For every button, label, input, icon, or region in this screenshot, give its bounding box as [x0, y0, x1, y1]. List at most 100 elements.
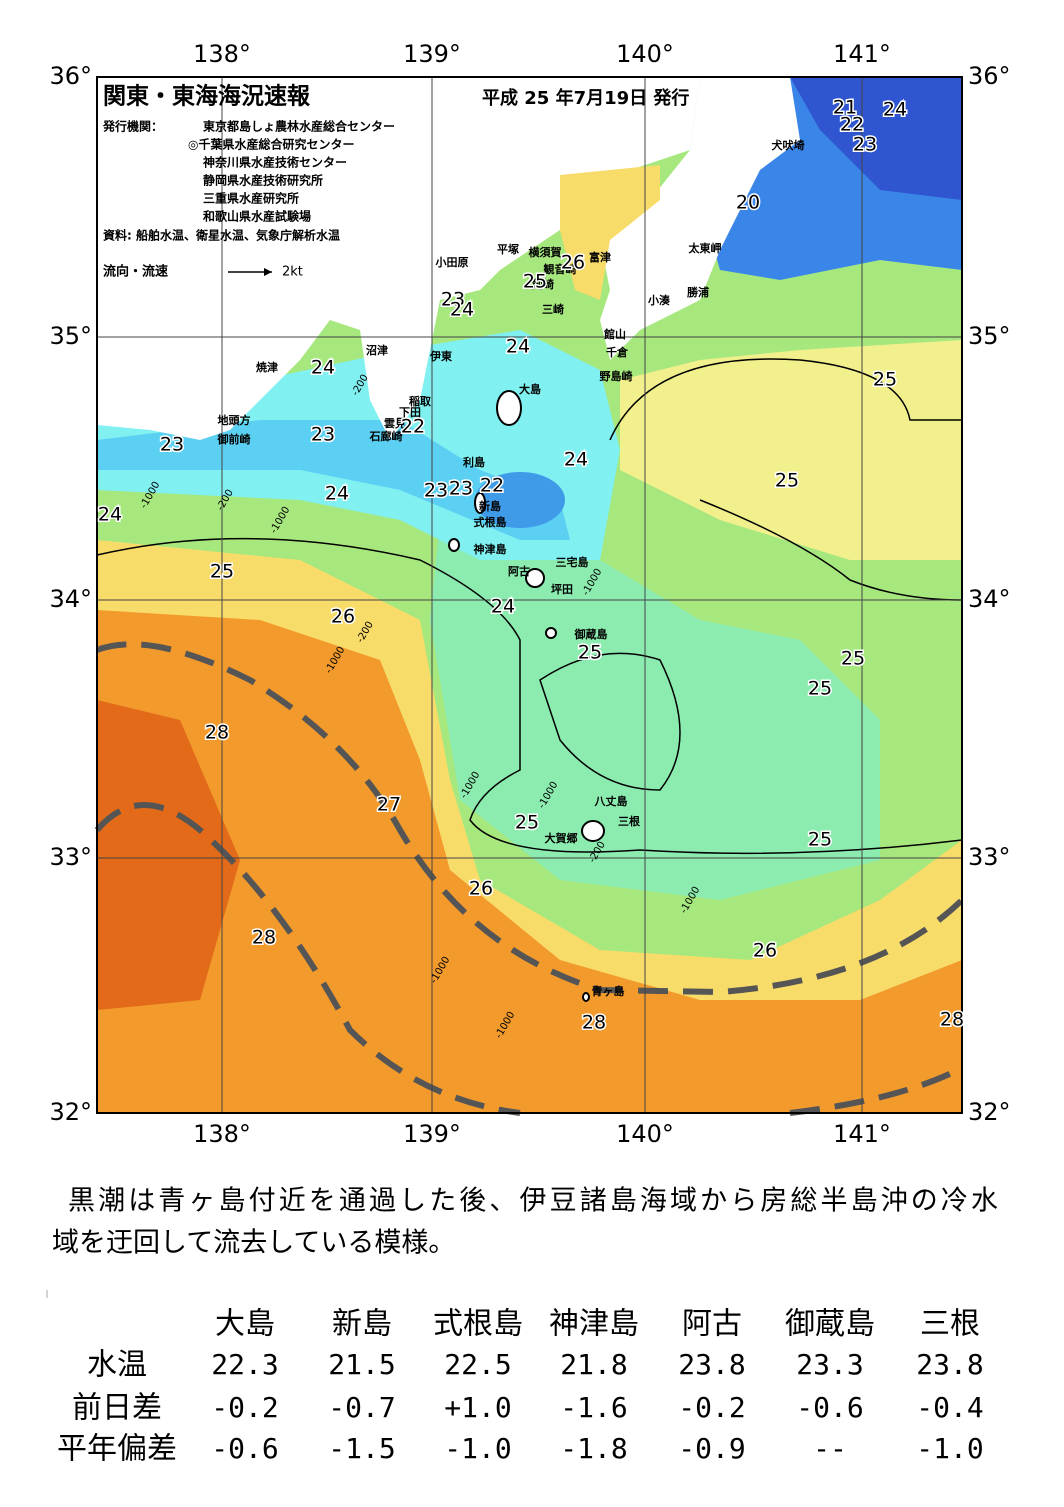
table-cell: -1.6	[560, 1391, 627, 1424]
graticule	[97, 77, 962, 1113]
table-header: 新島	[332, 1307, 392, 1342]
contour	[539, 652, 681, 791]
kuroshio-axis	[94, 641, 965, 1116]
table-cell: -0.6	[211, 1432, 278, 1465]
table-cell: -1.8	[560, 1432, 627, 1465]
lon-label: 141°	[833, 1120, 891, 1148]
publisher-label: 発行機関：	[102, 119, 163, 134]
sea-region	[97, 610, 962, 1113]
place-name: 勝浦	[687, 285, 709, 299]
table-header: 三根	[920, 1307, 980, 1342]
publisher: 静岡県水産技術研究所	[203, 173, 323, 188]
table-cell: 22.5	[444, 1348, 511, 1381]
island	[496, 390, 522, 426]
sea-region	[620, 340, 962, 560]
table-cell: 23.8	[916, 1348, 983, 1381]
place-name: 三崎	[542, 302, 564, 316]
table-cell: -0.2	[678, 1391, 745, 1424]
issue-date: 平成 25 年7月19日 発行	[482, 87, 689, 109]
row-label: 平年偏差	[57, 1432, 177, 1467]
island	[582, 992, 590, 1002]
publisher: 東京都島しょ農林水産総合センター	[203, 119, 395, 134]
temperature-label: 24	[883, 99, 907, 121]
table-cell: -0.9	[678, 1432, 745, 1465]
lon-label: 139°	[403, 40, 461, 68]
lon-label: 140°	[616, 1120, 674, 1148]
place-name: 野島崎	[600, 369, 633, 383]
temperature-label: 28	[252, 927, 276, 949]
table-cell: --	[813, 1432, 847, 1465]
map-frame	[96, 76, 963, 1114]
place-name: 焼津	[256, 360, 278, 374]
temperature-label: 24	[98, 504, 122, 526]
place-name: 下田	[399, 406, 421, 419]
table-cell: -1.5	[328, 1432, 395, 1465]
table-cell: 21.8	[560, 1348, 627, 1381]
temperature-label: 23	[424, 480, 448, 502]
place-name: 横須賀	[529, 245, 562, 259]
row-label: 水温	[87, 1348, 147, 1383]
map-title: 関東・東海海況速報	[103, 83, 311, 110]
sea-region	[97, 700, 240, 1010]
description: 黒潮は青ヶ島付近を通過した後、伊豆諸島海域から房総半島沖の冷水	[68, 1186, 998, 1217]
description: 域を迂回して流去している模様。	[52, 1228, 455, 1259]
legend-speed: 2kt	[282, 265, 303, 280]
place-name: 平塚	[497, 242, 519, 256]
table-header: 御蔵島	[785, 1307, 875, 1342]
place-name: 御蔵島	[574, 627, 608, 641]
temperature-label: 22	[840, 114, 864, 136]
table-cell: -0.6	[796, 1391, 863, 1424]
land	[600, 77, 800, 360]
place-name: 富津	[589, 250, 611, 264]
temperature-label: 25	[775, 470, 799, 492]
place-name: 大賀郷	[545, 831, 578, 845]
place-name: 利島	[463, 455, 485, 469]
table-header: 神津島	[549, 1307, 639, 1342]
lat-label: 35°	[49, 322, 92, 350]
land-region	[560, 165, 660, 300]
island	[545, 627, 557, 639]
place-name: 神津島	[474, 542, 507, 556]
island	[581, 820, 605, 842]
lon-label: 140°	[616, 40, 674, 68]
sea-region	[475, 472, 565, 528]
table-header: 阿古	[682, 1307, 742, 1342]
temperature-label: 23	[160, 434, 184, 456]
temperature-label: 25	[515, 812, 539, 834]
table-cell: -0.7	[328, 1391, 395, 1424]
temperature-label: 28	[582, 1012, 606, 1034]
temperature-label: 24	[491, 596, 515, 618]
lon-label: 138°	[193, 1120, 251, 1148]
map: 関東・東海海況速報 平成 25 年7月19日 発行 発行機関： 資料: 船舶水温…	[94, 76, 965, 1116]
contours	[96, 358, 963, 855]
place-name: 太東岬	[688, 241, 722, 255]
land	[97, 77, 700, 440]
legend-label: 流向・流速	[103, 264, 168, 280]
place-name: 新島	[479, 499, 501, 513]
table-cell: -1.0	[916, 1432, 983, 1465]
temperature-label: 26	[561, 252, 585, 274]
temperature-label: 23	[441, 289, 465, 311]
place-name: 地頭方	[218, 413, 251, 427]
sea-region	[790, 77, 962, 200]
table-cell: 21.5	[328, 1348, 395, 1381]
place-name: 伊東	[429, 349, 453, 363]
publisher: ◎千葉県水産総合研究センター	[188, 137, 354, 152]
sea-region	[97, 420, 570, 540]
lat-label: 32°	[49, 1098, 92, 1126]
temperature-label: 24	[450, 299, 474, 321]
lat-label: 33°	[49, 843, 92, 871]
temperature-label: 22	[401, 416, 425, 438]
temperature-label: 25	[808, 678, 832, 700]
temperature-label: 25	[873, 369, 897, 391]
legend-arrow-head	[264, 268, 272, 276]
source: 資料: 船舶水温、衛星水温、気象庁解析水温	[103, 228, 340, 243]
temperature-label: 23	[311, 424, 335, 446]
temperature-label: 24	[564, 449, 588, 471]
table-cell: -1.0	[444, 1432, 511, 1465]
temperature-label: 25	[841, 648, 865, 670]
publisher: 和歌山県水産試験場	[202, 209, 311, 224]
place-name: 千倉	[606, 345, 629, 359]
publisher: 神奈川県水産技術センター	[203, 155, 347, 170]
